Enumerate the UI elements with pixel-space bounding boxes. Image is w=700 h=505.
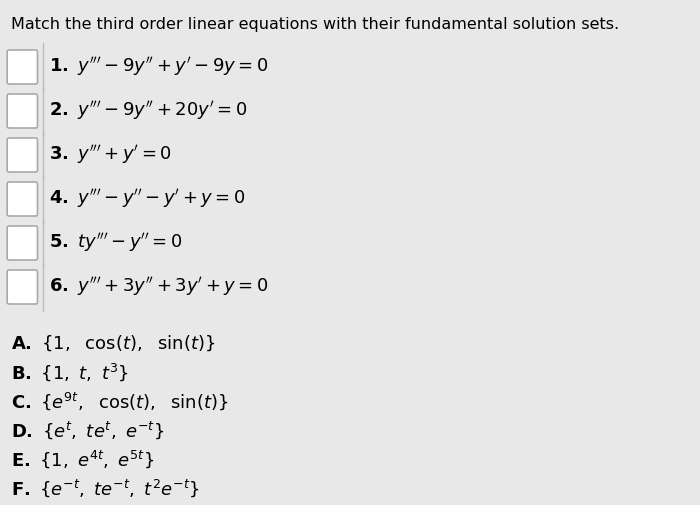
Text: $\mathbf{D.}\ \{e^{t},\ te^{t},\ e^{-t}\}$: $\mathbf{D.}\ \{e^{t},\ te^{t},\ e^{-t}\… (10, 419, 164, 441)
Text: $\mathbf{B.}\ \{1,\ t,\ t^3\}$: $\mathbf{B.}\ \{1,\ t,\ t^3\}$ (10, 361, 129, 383)
Text: $\mathbf{4.}\ y''' - y'' - y' + y = 0$: $\mathbf{4.}\ y''' - y'' - y' + y = 0$ (49, 187, 246, 211)
FancyBboxPatch shape (7, 138, 38, 172)
Text: $\mathbf{F.}\ \{e^{-t},\ te^{-t},\ t^2e^{-t}\}$: $\mathbf{F.}\ \{e^{-t},\ te^{-t},\ t^2e^… (10, 477, 199, 499)
Text: Match the third order linear equations with their fundamental solution sets.: Match the third order linear equations w… (10, 17, 619, 32)
Text: $\mathbf{C.}\ \{e^{9t},\ \ \cos(t),\ \ \sin(t)\}$: $\mathbf{C.}\ \{e^{9t},\ \ \cos(t),\ \ \… (10, 390, 228, 412)
Text: $\mathbf{3.}\ y''' + y' = 0$: $\mathbf{3.}\ y''' + y' = 0$ (49, 143, 172, 167)
FancyBboxPatch shape (7, 226, 38, 260)
Text: $\mathbf{5.}\ ty''' - y'' = 0$: $\mathbf{5.}\ ty''' - y'' = 0$ (49, 231, 183, 255)
Text: $\mathbf{E.}\ \{1,\ e^{4t},\ e^{5t}\}$: $\mathbf{E.}\ \{1,\ e^{4t},\ e^{5t}\}$ (10, 448, 154, 470)
Text: $\mathbf{A.}\ \{1,\ \ \cos(t),\ \ \sin(t)\}$: $\mathbf{A.}\ \{1,\ \ \cos(t),\ \ \sin(t… (10, 333, 215, 353)
FancyBboxPatch shape (7, 94, 38, 128)
Text: $\mathbf{1.}\ y''' - 9y'' + y' - 9y = 0$: $\mathbf{1.}\ y''' - 9y'' + y' - 9y = 0$ (49, 56, 269, 78)
FancyBboxPatch shape (7, 50, 38, 84)
Text: $\mathbf{6.}\ y''' + 3y'' + 3y' + y = 0$: $\mathbf{6.}\ y''' + 3y'' + 3y' + y = 0$ (49, 276, 269, 298)
FancyBboxPatch shape (7, 182, 38, 216)
Text: $\mathbf{2.}\ y''' - 9y'' + 20y' = 0$: $\mathbf{2.}\ y''' - 9y'' + 20y' = 0$ (49, 99, 247, 123)
FancyBboxPatch shape (7, 270, 38, 304)
